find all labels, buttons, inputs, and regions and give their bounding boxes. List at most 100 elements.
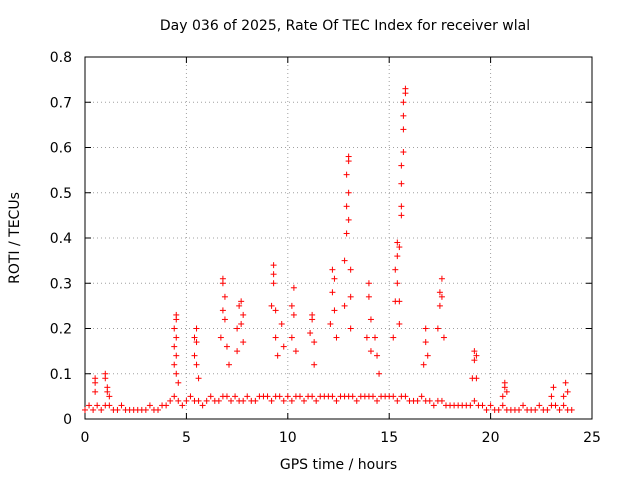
data-point: [365, 293, 372, 300]
data-point: [268, 397, 275, 404]
data-point: [203, 397, 210, 404]
data-point: [307, 330, 314, 337]
data-point: [329, 266, 336, 273]
data-point: [353, 397, 360, 404]
data-point: [467, 402, 474, 409]
data-point: [167, 397, 174, 404]
data-point: [238, 298, 245, 305]
y-tick-label: 0.8: [50, 50, 72, 66]
data-point: [487, 402, 494, 409]
data-point: [244, 393, 251, 400]
data-point: [313, 397, 320, 404]
data-point: [436, 302, 443, 309]
data-point: [92, 375, 99, 382]
data-point: [564, 388, 571, 395]
data-point: [471, 397, 478, 404]
data-point: [394, 253, 401, 260]
data-point: [280, 343, 287, 350]
data-point: [171, 393, 178, 400]
data-point: [270, 262, 277, 269]
data-point: [236, 302, 243, 309]
data-point: [217, 334, 224, 341]
data-point: [345, 216, 352, 223]
x-axis-label: GPS time / hours: [279, 457, 398, 473]
data-point: [207, 393, 214, 400]
data-point: [240, 339, 247, 346]
data-point: [343, 171, 350, 178]
data-point: [175, 379, 182, 386]
data-point: [146, 402, 153, 409]
data-point: [536, 402, 543, 409]
data-point: [434, 325, 441, 332]
data-point: [288, 397, 295, 404]
data-point: [349, 393, 356, 400]
data-point: [215, 397, 222, 404]
data-point: [155, 406, 162, 413]
data-point: [219, 275, 226, 282]
data-point: [193, 339, 200, 346]
data-point: [270, 280, 277, 287]
data-point: [173, 352, 180, 359]
data-point: [376, 370, 383, 377]
data-point: [440, 334, 447, 341]
x-tick-label: 20: [482, 430, 500, 446]
data-point: [501, 379, 508, 386]
data-point: [268, 302, 275, 309]
data-point: [102, 375, 109, 382]
data-point: [532, 406, 539, 413]
data-point: [520, 402, 527, 409]
data-point: [221, 316, 228, 323]
data-point: [347, 325, 354, 332]
data-point: [374, 397, 381, 404]
chart-title: Day 036 of 2025, Rate Of TEC Index for r…: [159, 18, 531, 34]
data-point: [280, 397, 287, 404]
y-tick-label: 0: [63, 412, 72, 428]
data-point: [193, 361, 200, 368]
data-point: [556, 406, 563, 413]
data-point: [187, 393, 194, 400]
data-point: [272, 334, 279, 341]
y-tick-label: 0.6: [50, 141, 72, 157]
data-point: [398, 212, 405, 219]
data-point: [396, 244, 403, 251]
data-point: [347, 293, 354, 300]
data-point: [499, 393, 506, 400]
data-point: [473, 352, 480, 359]
data-point: [276, 393, 283, 400]
data-point: [331, 275, 338, 282]
data-point: [228, 397, 235, 404]
data-point: [495, 406, 502, 413]
data-point: [179, 402, 186, 409]
data-point: [400, 126, 407, 133]
data-point: [471, 348, 478, 355]
data-point: [82, 406, 88, 413]
data-point: [106, 402, 113, 409]
x-tick-label: 0: [81, 430, 90, 446]
data-point: [142, 406, 149, 413]
data-point: [438, 293, 445, 300]
data-point: [473, 375, 480, 382]
data-point: [270, 271, 277, 278]
data-points: [82, 85, 575, 413]
data-point: [219, 307, 226, 314]
data-point: [331, 307, 338, 314]
x-tick-label: 15: [380, 430, 398, 446]
data-point: [191, 352, 198, 359]
data-point: [390, 334, 397, 341]
data-point: [118, 402, 125, 409]
y-axis-label: ROTI / TECUs: [7, 192, 23, 284]
data-point: [223, 393, 230, 400]
data-point: [347, 266, 354, 273]
data-point: [274, 352, 281, 359]
data-point: [422, 325, 429, 332]
data-point: [173, 370, 180, 377]
data-point: [552, 402, 559, 409]
data-point: [311, 339, 318, 346]
data-point: [345, 158, 352, 165]
data-point: [98, 406, 105, 413]
data-point: [398, 203, 405, 210]
data-point: [175, 397, 182, 404]
axis-ticks: 0 5 10 15 20 25 0 0.1 0.2 0.3 0.4 0.5 0.6 0.7 0.8: [50, 50, 601, 446]
data-point: [191, 334, 198, 341]
